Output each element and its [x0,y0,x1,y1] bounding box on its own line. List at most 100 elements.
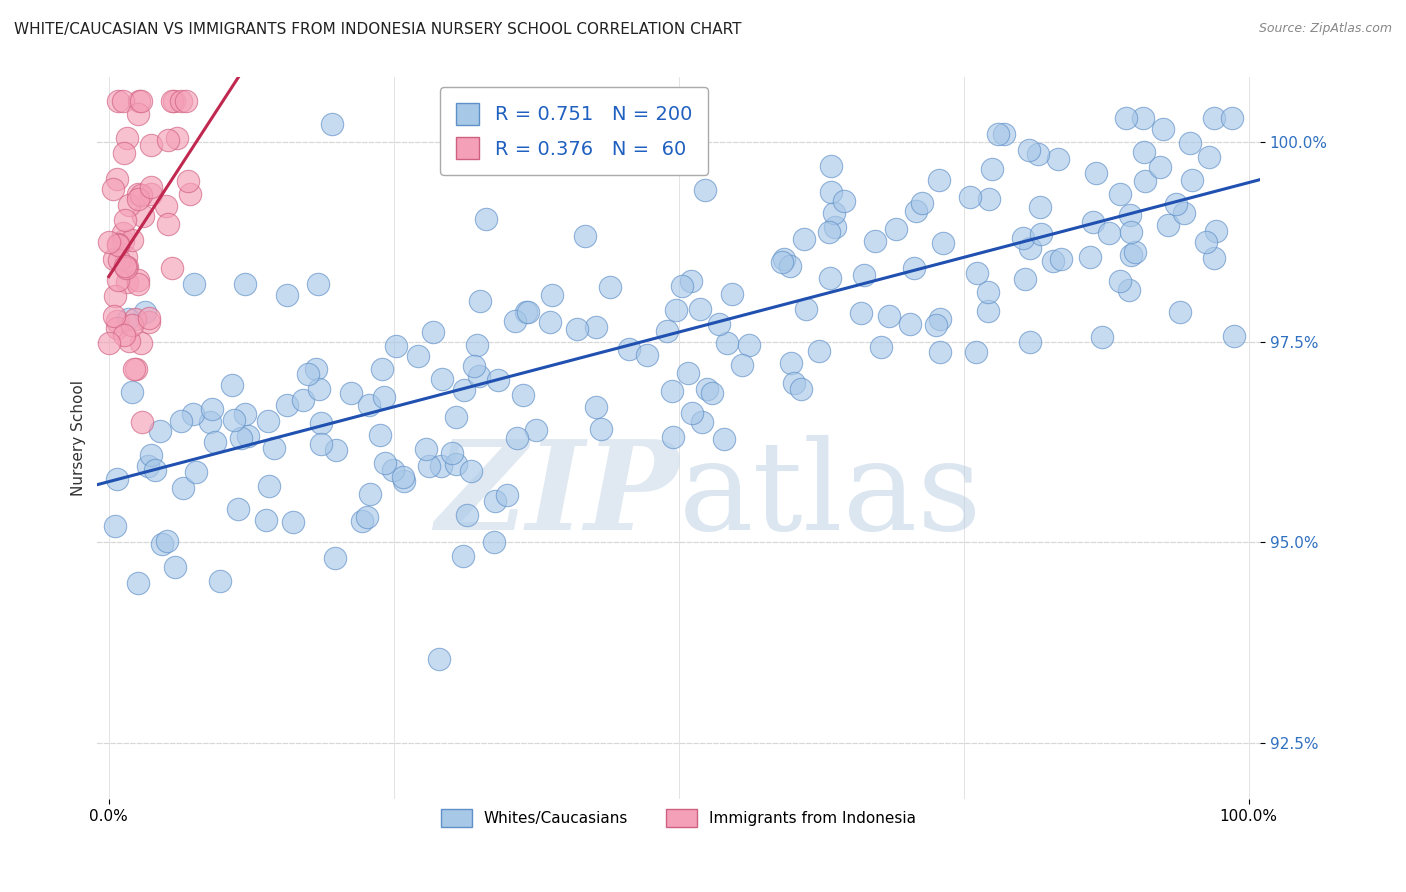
Point [157,217,180,231]
Point [163,95,186,109]
Point [139,179,162,194]
Point [1133,145,1156,160]
Point [783,376,806,391]
Point [1012,231,1035,245]
Point [1202,111,1225,125]
Point [440,446,463,460]
Point [1046,152,1069,166]
Point [201,401,224,416]
Point [540,288,562,302]
Point [101,182,124,196]
Point [121,318,143,332]
Point [690,415,713,429]
Point [484,494,506,508]
Point [108,253,131,268]
Point [392,475,415,489]
Point [1078,250,1101,264]
Point [132,209,155,223]
Point [115,275,138,289]
Point [256,414,278,428]
Point [233,407,256,421]
Point [1135,174,1157,188]
Point [1109,186,1132,201]
Point [1115,111,1137,125]
Point [820,186,842,200]
Point [107,273,129,287]
Point [172,481,194,495]
Point [235,277,257,292]
Point [468,368,491,383]
Point [131,95,153,109]
Point [114,259,136,273]
Point [170,414,193,428]
Point [105,472,128,486]
Point [160,95,183,109]
Point [820,270,842,285]
Point [928,345,950,359]
Point [112,146,135,161]
Point [794,301,817,316]
Point [105,321,128,335]
Point [127,186,149,201]
Text: atlas: atlas [679,435,981,557]
Point [1180,136,1202,150]
Point [1014,272,1036,286]
Point [524,423,547,437]
Point [381,463,404,477]
Point [468,293,491,308]
Point [465,337,488,351]
Point [689,301,711,316]
Point [849,306,872,320]
Point [1050,252,1073,266]
Point [1152,122,1174,136]
Point [512,388,534,402]
Point [1222,328,1244,343]
Point [1205,224,1227,238]
Point [709,318,731,332]
Point [98,335,121,350]
Point [1149,160,1171,174]
Point [181,407,204,421]
Point [179,187,201,202]
Point [929,312,952,326]
Point [460,464,482,478]
Point [127,273,149,287]
Legend: Whites/Caucasians, Immigrants from Indonesia: Whites/Caucasians, Immigrants from Indon… [433,802,924,835]
Point [538,315,561,329]
Point [463,359,485,374]
Point [696,382,718,396]
Point [204,435,226,450]
Point [156,533,179,548]
Point [198,416,221,430]
Point [1198,149,1220,163]
Point [115,260,138,275]
Point [323,550,346,565]
Point [824,220,846,235]
Point [122,362,145,376]
Point [138,315,160,329]
Point [1081,215,1104,229]
Point [515,305,537,319]
Point [1220,111,1243,125]
Point [852,268,875,282]
Point [107,237,129,252]
Point [1026,146,1049,161]
Text: WHITE/CAUCASIAN VS IMMIGRANTS FROM INDONESIA NURSERY SCHOOL CORRELATION CHART: WHITE/CAUCASIAN VS IMMIGRANTS FROM INDON… [14,22,741,37]
Point [682,406,704,420]
Point [105,314,128,328]
Point [832,194,855,208]
Point [790,382,813,396]
Point [339,385,361,400]
Point [311,416,333,430]
Point [1042,254,1064,268]
Point [737,338,759,352]
Point [820,160,842,174]
Point [903,261,925,276]
Point [1098,226,1121,240]
Point [966,266,988,280]
Point [517,305,540,319]
Point [808,343,831,358]
Point [368,428,391,442]
Point [671,279,693,293]
Point [104,519,127,533]
